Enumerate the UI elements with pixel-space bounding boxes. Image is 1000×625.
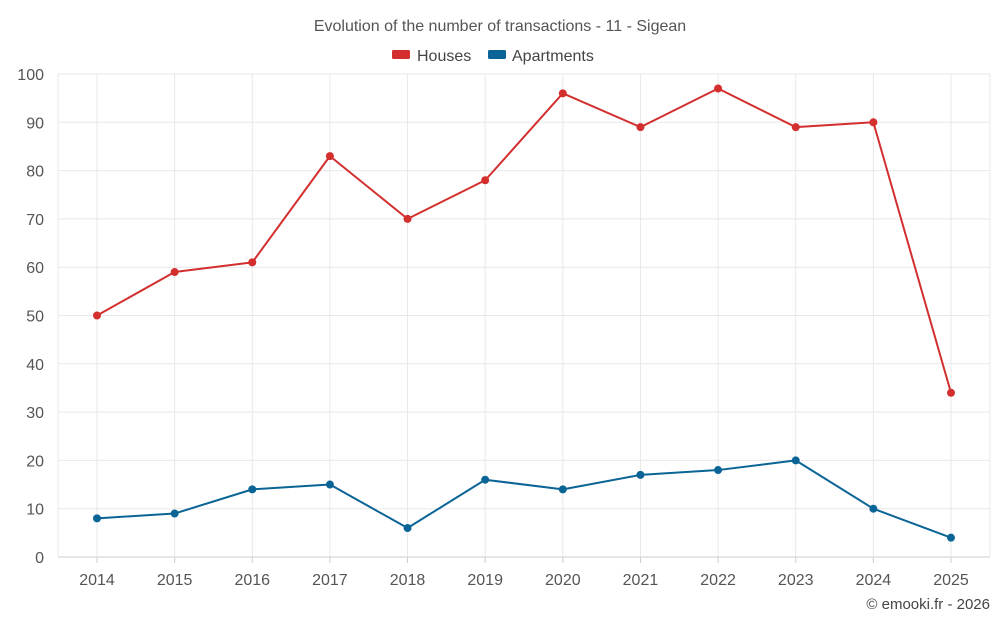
data-point-apartments bbox=[481, 475, 490, 484]
y-tick-label: 100 bbox=[17, 67, 44, 84]
legend-item-houses[interactable]: Houses bbox=[392, 48, 471, 65]
x-tick-label: 2014 bbox=[79, 572, 115, 589]
y-tick-label: 10 bbox=[26, 502, 44, 519]
data-point-apartments bbox=[93, 514, 101, 523]
x-tick-label: 2015 bbox=[157, 572, 193, 589]
data-point-houses bbox=[791, 123, 800, 132]
data-point-apartments bbox=[714, 466, 723, 475]
y-tick-label: 70 bbox=[26, 212, 44, 229]
x-tick-label: 2023 bbox=[778, 572, 814, 589]
y-tick-label: 90 bbox=[26, 115, 44, 132]
legend-swatch-houses bbox=[392, 50, 410, 59]
credit-text: © emooki.fr - 2026 bbox=[866, 596, 990, 613]
data-point-houses bbox=[93, 311, 101, 320]
series-layer bbox=[93, 84, 955, 542]
series-line-apartments bbox=[96, 459, 952, 539]
legend: Houses Apartments bbox=[392, 48, 594, 65]
x-tick-label: 2020 bbox=[545, 572, 581, 589]
data-point-houses bbox=[248, 258, 257, 267]
x-tick-label: 2018 bbox=[390, 572, 426, 589]
y-tick-label: 20 bbox=[26, 453, 44, 470]
data-point-houses bbox=[325, 152, 334, 161]
legend-label-apartments: Apartments bbox=[512, 48, 594, 65]
data-point-houses bbox=[403, 214, 412, 223]
y-tick-label: 30 bbox=[26, 405, 44, 422]
gridlines bbox=[57, 73, 991, 563]
data-point-houses bbox=[869, 118, 878, 127]
data-point-houses bbox=[558, 89, 567, 98]
data-point-houses bbox=[636, 123, 645, 132]
y-tick-label: 80 bbox=[26, 164, 44, 181]
y-tick-label: 0 bbox=[35, 550, 44, 567]
x-tick-label: 2024 bbox=[856, 572, 892, 589]
x-tick-label: 2016 bbox=[234, 572, 270, 589]
data-point-houses bbox=[947, 388, 955, 397]
x-tick-label: 2022 bbox=[700, 572, 736, 589]
x-axis: 2014 2015 2016 2017 2018 2019 2020 2021 2022 2023… bbox=[79, 572, 969, 589]
y-tick-label: 60 bbox=[26, 260, 44, 277]
data-point-houses bbox=[170, 268, 179, 277]
legend-swatch-apartments bbox=[488, 50, 506, 59]
data-point-apartments bbox=[947, 533, 955, 542]
x-tick-label: 2019 bbox=[467, 572, 503, 589]
series-line-houses bbox=[96, 87, 952, 394]
data-point-apartments bbox=[170, 509, 179, 518]
y-axis: 0 10 20 30 40 50 60 70 80 90 100 bbox=[17, 67, 44, 567]
data-point-apartments bbox=[403, 524, 412, 533]
data-point-apartments bbox=[248, 485, 257, 494]
chart-title: Evolution of the number of transactions … bbox=[314, 18, 686, 35]
legend-label-houses: Houses bbox=[417, 48, 471, 65]
x-tick-label: 2017 bbox=[312, 572, 348, 589]
y-tick-label: 40 bbox=[26, 357, 44, 374]
data-point-apartments bbox=[791, 456, 800, 465]
data-point-houses bbox=[481, 176, 490, 185]
y-tick-label: 50 bbox=[26, 309, 44, 326]
x-tick-label: 2021 bbox=[623, 572, 659, 589]
data-point-apartments bbox=[558, 485, 567, 494]
data-point-apartments bbox=[636, 470, 645, 479]
data-point-apartments bbox=[325, 480, 334, 489]
legend-item-apartments[interactable]: Apartments bbox=[488, 48, 594, 65]
data-point-apartments bbox=[869, 504, 878, 513]
data-point-houses bbox=[714, 84, 723, 93]
x-tick-label: 2025 bbox=[933, 572, 969, 589]
